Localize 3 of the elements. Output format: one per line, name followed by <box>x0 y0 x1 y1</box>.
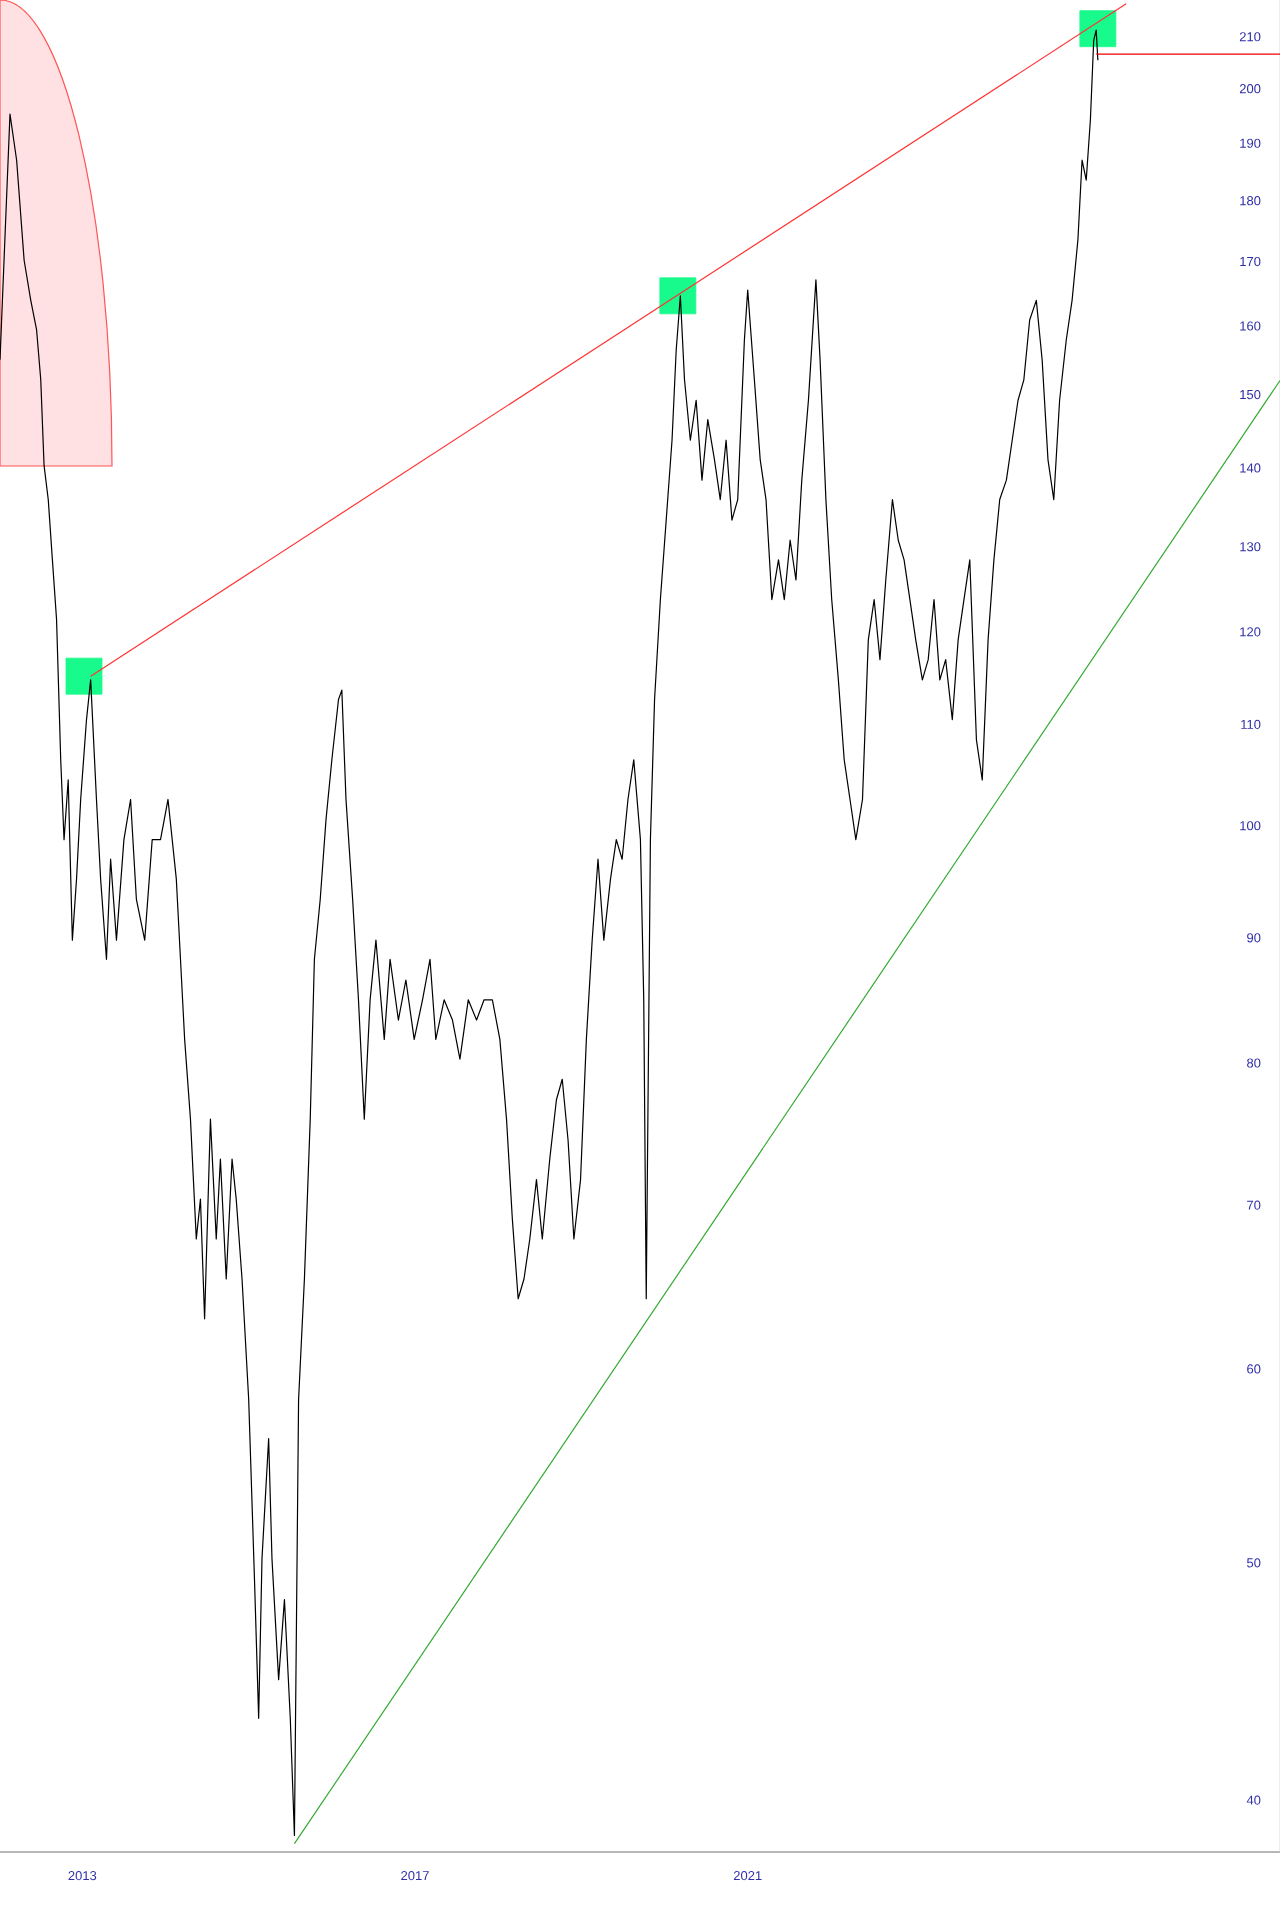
point <box>659 277 697 315</box>
point <box>1079 10 1117 48</box>
point <box>65 657 103 695</box>
